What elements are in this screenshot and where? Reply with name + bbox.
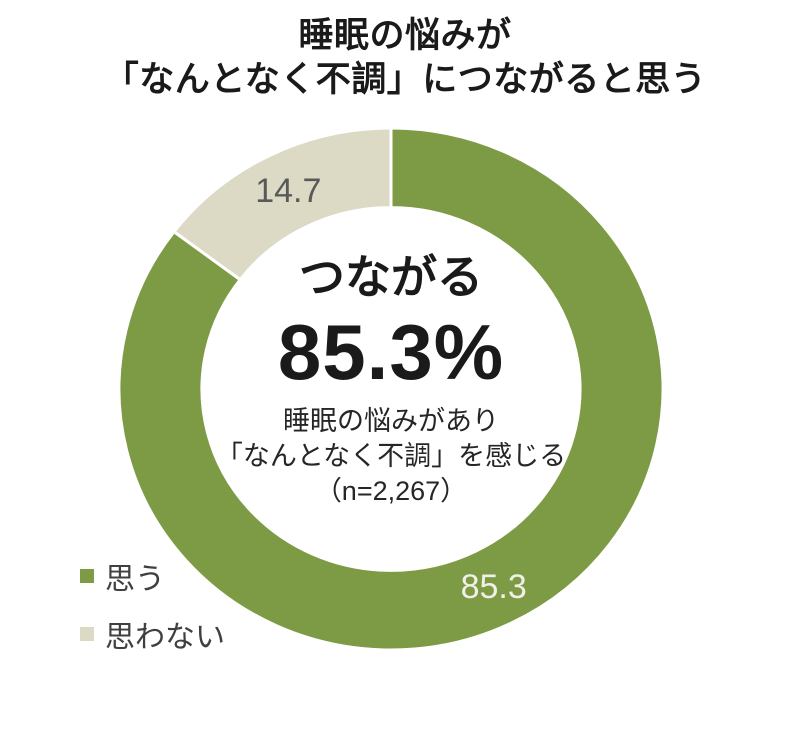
chart-title-line1: 睡眠の悩みが: [298, 16, 512, 55]
center-value: 85.3%: [277, 308, 505, 396]
chart-title-line2: 「なんとなく不調」につながると思う: [103, 60, 707, 99]
slice-data-label-1: 14.7: [255, 172, 321, 210]
donut-slice-0: [117, 126, 665, 652]
legend-item-omou: 思う: [80, 559, 165, 596]
legend-swatch-omowanai: [80, 627, 94, 641]
legend-item-omowanai: 思わない: [80, 617, 225, 654]
slice-data-label-0: 85.3: [461, 568, 527, 606]
center-sub-line2: 「なんとなく不調」を感じる: [215, 441, 567, 471]
center-sub-line3: （n=2,267）: [314, 476, 468, 506]
donut-center-text: つながる 85.3% 睡眠の悩みがあり 「なんとなく不調」を感じる （n=2,2…: [176, 250, 606, 509]
center-headline: つながる: [299, 251, 483, 303]
chart-title: 睡眠の悩みが 「なんとなく不調」につながると思う: [0, 14, 810, 102]
center-sub-line1: 睡眠の悩みがあり: [283, 406, 499, 436]
legend-swatch-omou: [80, 569, 94, 583]
donut-slice-1: [171, 126, 393, 282]
legend-label-omou: 思う: [105, 563, 165, 596]
legend-label-omowanai: 思わない: [105, 621, 225, 654]
